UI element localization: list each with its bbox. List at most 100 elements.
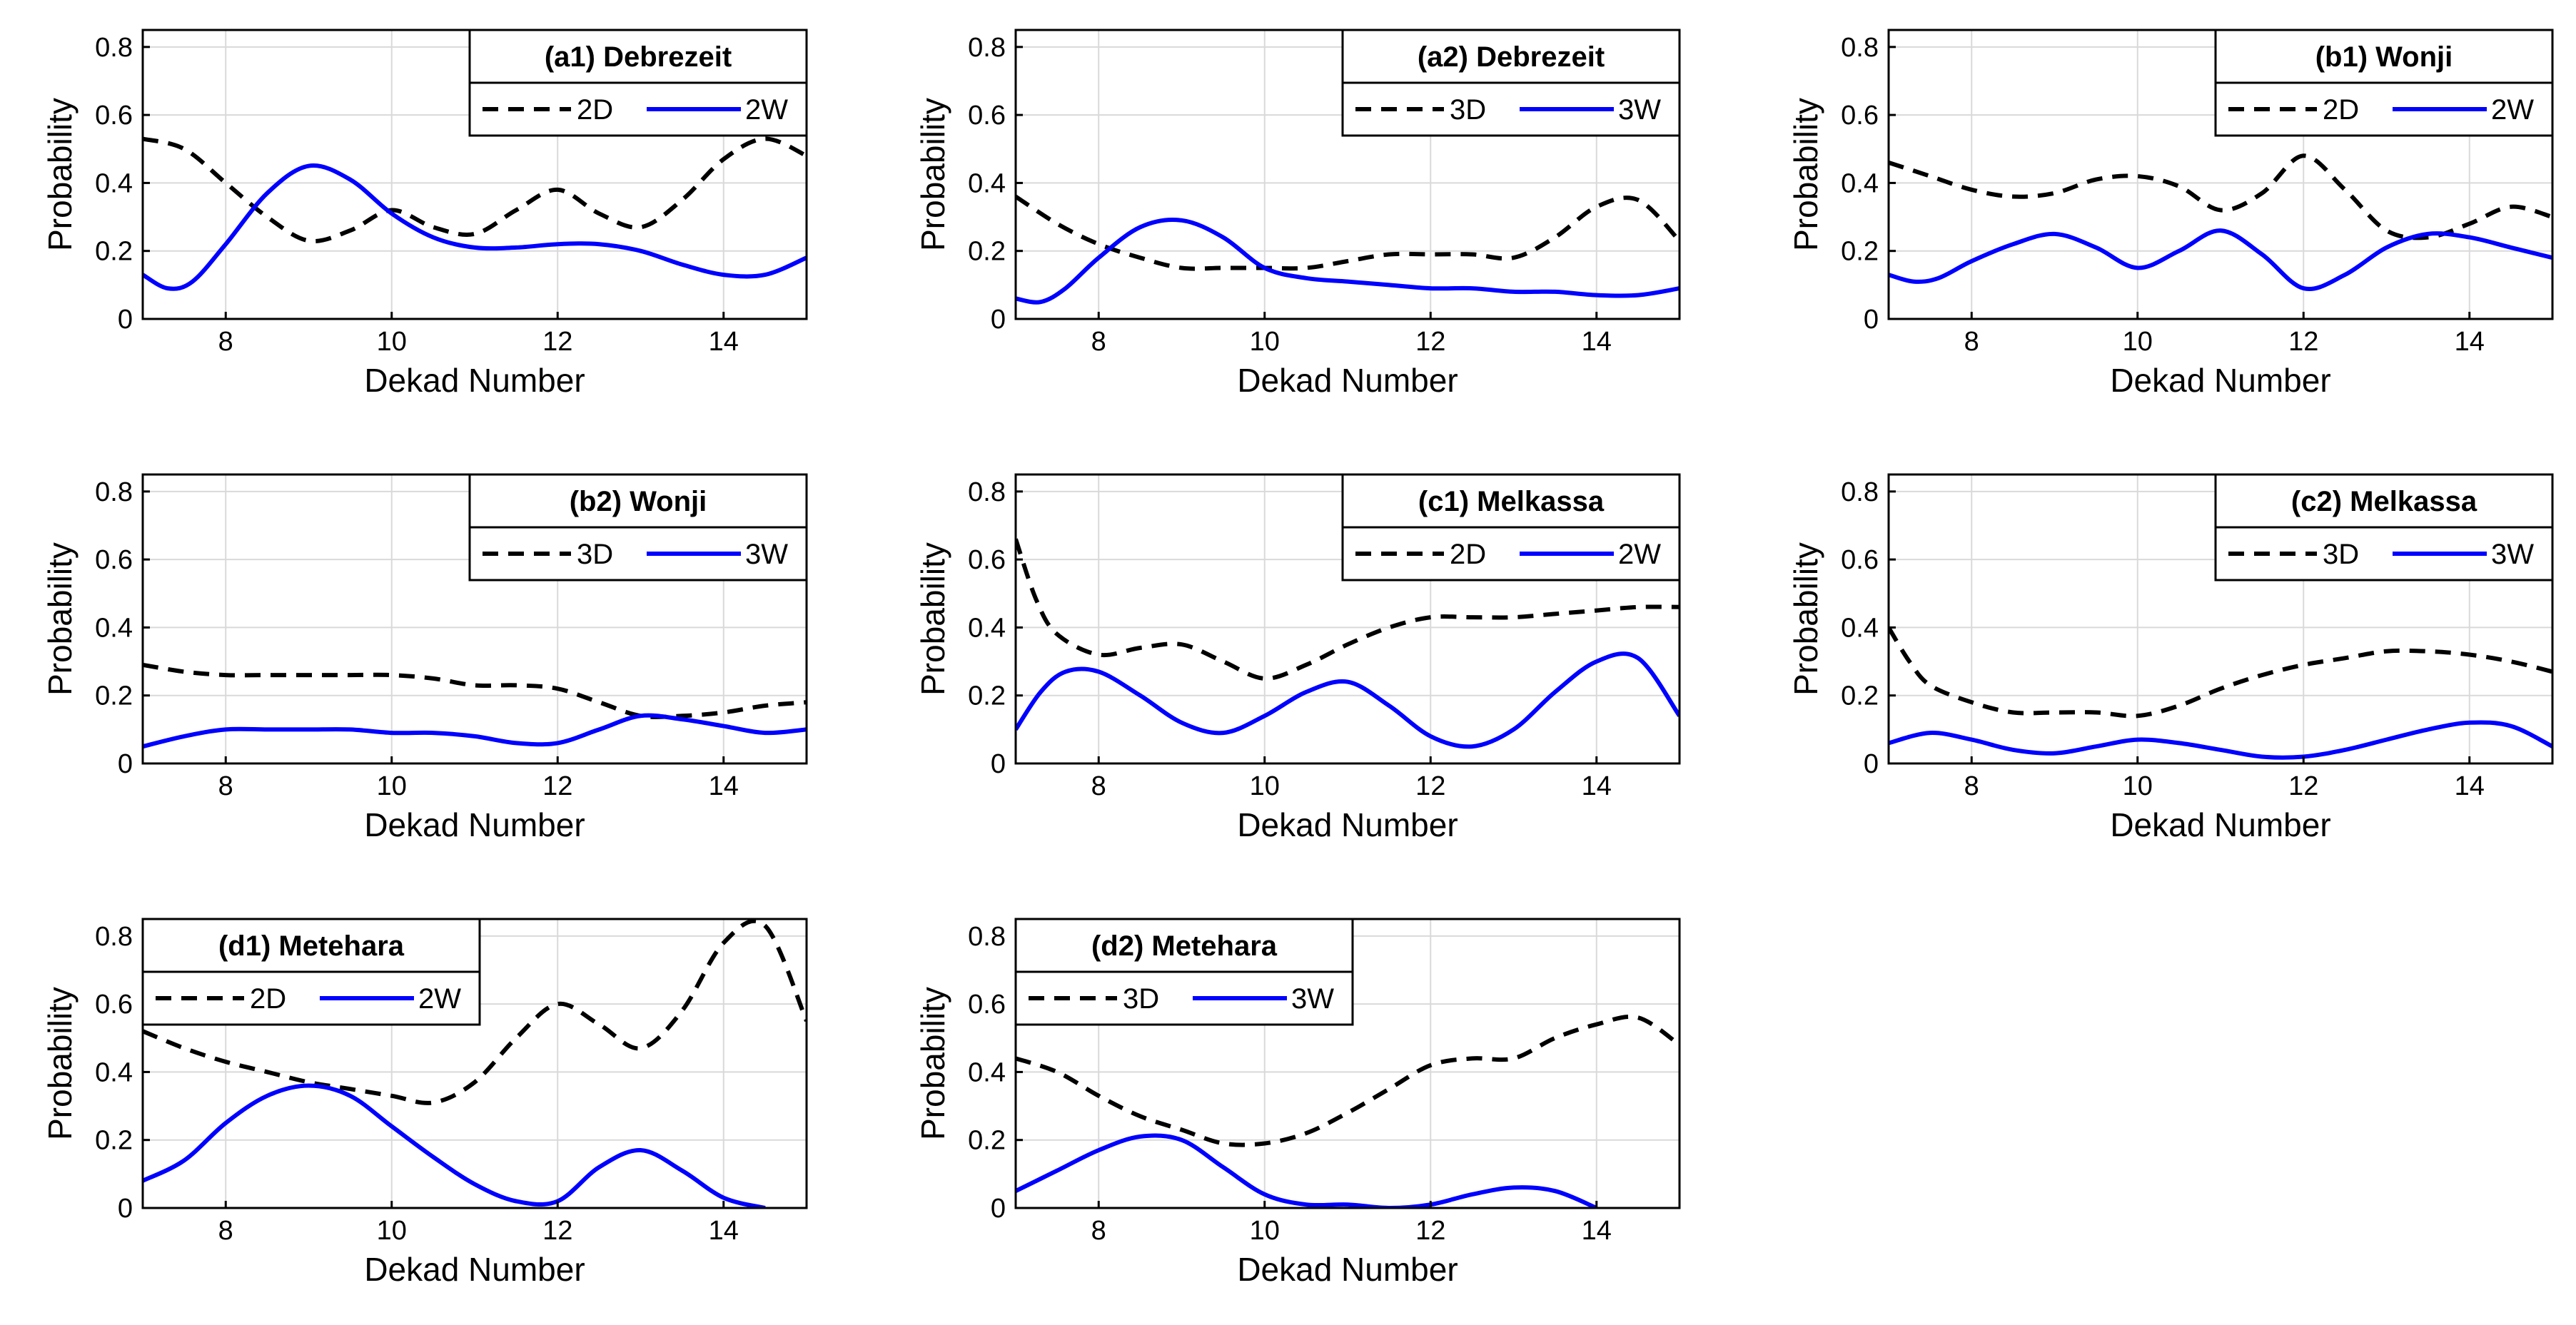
y-tick-label: 0.8 (95, 33, 133, 63)
legend-entries-box (2214, 81, 2554, 137)
y-tick-label: 0.2 (95, 237, 133, 267)
x-axis-title: Dekad Number (2110, 806, 2330, 843)
legend: (a1) Debrezeit 2D 2W (468, 29, 808, 137)
x-tick-label: 12 (1415, 771, 1445, 801)
x-tick-label: 12 (1415, 1216, 1445, 1246)
legend-label-3W: 3W (2491, 539, 2534, 570)
y-tick-label: 0.6 (1841, 101, 1879, 131)
legend-entries-box (468, 81, 808, 137)
legend-label-3D: 3D (1123, 983, 1159, 1015)
x-tick-label: 10 (2123, 327, 2153, 357)
chart-panel-5: 8 10 12 14 0 0.2 0.4 0.6 0.8 Dekad Number Probabil… (914, 473, 1681, 843)
legend: (d1) Metehara 2D 2W (141, 918, 481, 1026)
legend-title-box (468, 473, 808, 529)
legend-label-2D: 2D (250, 983, 286, 1015)
legend-label-2D: 2D (2323, 94, 2359, 126)
y-tick-label: 0.2 (968, 1126, 1006, 1156)
legend-label-3D: 3D (577, 539, 613, 570)
y-tick-label: 0.4 (968, 1057, 1006, 1087)
y-axis-title: Probability (41, 542, 79, 696)
chart-panel-8: 8 10 12 14 0 0.2 0.4 0.6 0.8 Dekad Number Probabil… (914, 918, 1681, 1288)
chart-panel-1: 8 10 12 14 0 0.2 0.4 0.6 0.8 Dekad Number Probabil… (41, 29, 808, 399)
legend: (b2) Wonji 3D 3W (468, 473, 808, 582)
legend: (c1) Melkassa 2D 2W (1341, 473, 1681, 582)
y-axis-title: Probability (914, 98, 951, 251)
legend-label-3W: 3W (745, 539, 788, 570)
legend-label-3W: 3W (1291, 983, 1334, 1015)
legend-title: (a2) Debrezeit (1418, 41, 1605, 73)
legend-title-box (1341, 29, 1681, 84)
series-line-2W (143, 163, 807, 291)
y-tick-label: 0.8 (968, 922, 1006, 952)
y-tick-label: 0 (118, 305, 133, 335)
y-tick-label: 0.8 (968, 477, 1006, 507)
x-tick-label: 12 (542, 771, 572, 801)
y-tick-label: 0.4 (1841, 168, 1879, 198)
x-tick-label: 10 (1250, 771, 1280, 801)
x-tick-label: 10 (377, 327, 407, 357)
x-tick-label: 12 (1415, 327, 1445, 357)
y-tick-label: 0.4 (968, 168, 1006, 198)
legend-label-2W: 2W (2491, 94, 2534, 126)
x-tick-label: 12 (2288, 771, 2318, 801)
x-tick-label: 8 (1964, 771, 1979, 801)
x-tick-label: 10 (2123, 771, 2153, 801)
y-tick-label: 0.4 (95, 1057, 133, 1087)
x-tick-label: 12 (542, 1216, 572, 1246)
series-line-3W (1016, 218, 1680, 305)
legend-title-box (2214, 473, 2554, 529)
x-axis-title: Dekad Number (1237, 806, 1458, 843)
y-tick-label: 0.6 (95, 545, 133, 575)
legend-label-2D: 2D (1450, 539, 1486, 570)
x-tick-label: 10 (1250, 1216, 1280, 1246)
y-tick-label: 0.6 (968, 101, 1006, 131)
chart-panel-4: 8 10 12 14 0 0.2 0.4 0.6 0.8 Dekad Number Probabil… (41, 473, 808, 843)
legend-title: (d1) Metehara (218, 930, 405, 962)
x-tick-label: 8 (1091, 327, 1106, 357)
x-tick-label: 8 (218, 327, 233, 357)
legend-label-2W: 2W (745, 94, 788, 126)
legend-entries-box (2214, 526, 2554, 582)
legend-title-box (1014, 918, 1354, 973)
y-tick-label: 0.8 (1841, 33, 1879, 63)
x-tick-label: 14 (1582, 1216, 1612, 1246)
x-tick-label: 14 (1582, 327, 1612, 357)
y-axis-title: Probability (1787, 542, 1824, 696)
y-tick-label: 0.8 (968, 33, 1006, 63)
legend-title: (d2) Metehara (1091, 930, 1278, 962)
chart-panel-2: 8 10 12 14 0 0.2 0.4 0.6 0.8 Dekad Number Probabil… (914, 29, 1681, 399)
y-tick-label: 0 (991, 305, 1006, 335)
series-line-3D (1016, 194, 1680, 271)
y-axis-title: Probability (914, 987, 951, 1140)
x-tick-label: 12 (2288, 327, 2318, 357)
y-axis-title: Probability (914, 542, 951, 696)
x-axis-title: Dekad Number (364, 362, 585, 399)
legend-entries-box (1014, 970, 1354, 1026)
y-tick-label: 0.8 (1841, 477, 1879, 507)
y-tick-label: 0.6 (1841, 545, 1879, 575)
legend-label-2W: 2W (1618, 539, 1661, 570)
x-tick-label: 14 (2455, 327, 2485, 357)
x-tick-label: 14 (2455, 771, 2485, 801)
legend-entries-box (1341, 526, 1681, 582)
y-tick-label: 0.2 (968, 237, 1006, 267)
x-tick-label: 10 (377, 1216, 407, 1246)
legend-label-3D: 3D (2323, 539, 2359, 570)
legend-entries-box (468, 526, 808, 582)
series-line-3D (143, 662, 807, 719)
y-tick-label: 0.8 (95, 922, 133, 952)
x-tick-label: 8 (218, 771, 233, 801)
y-tick-label: 0 (118, 1194, 133, 1224)
series-line-2W (143, 1083, 766, 1208)
y-tick-label: 0.2 (1841, 237, 1879, 267)
series-line-3W (143, 713, 807, 749)
y-tick-label: 0.2 (968, 681, 1006, 711)
y-axis-title: Probability (1787, 98, 1824, 251)
legend-entries-box (1341, 81, 1681, 137)
legend-title-box (141, 918, 481, 973)
legend-title: (c2) Melkassa (2291, 486, 2477, 517)
legend-label-3W: 3W (1618, 94, 1661, 126)
y-tick-label: 0 (118, 749, 133, 779)
y-tick-label: 0.6 (968, 990, 1006, 1020)
y-tick-label: 0.6 (968, 545, 1006, 575)
